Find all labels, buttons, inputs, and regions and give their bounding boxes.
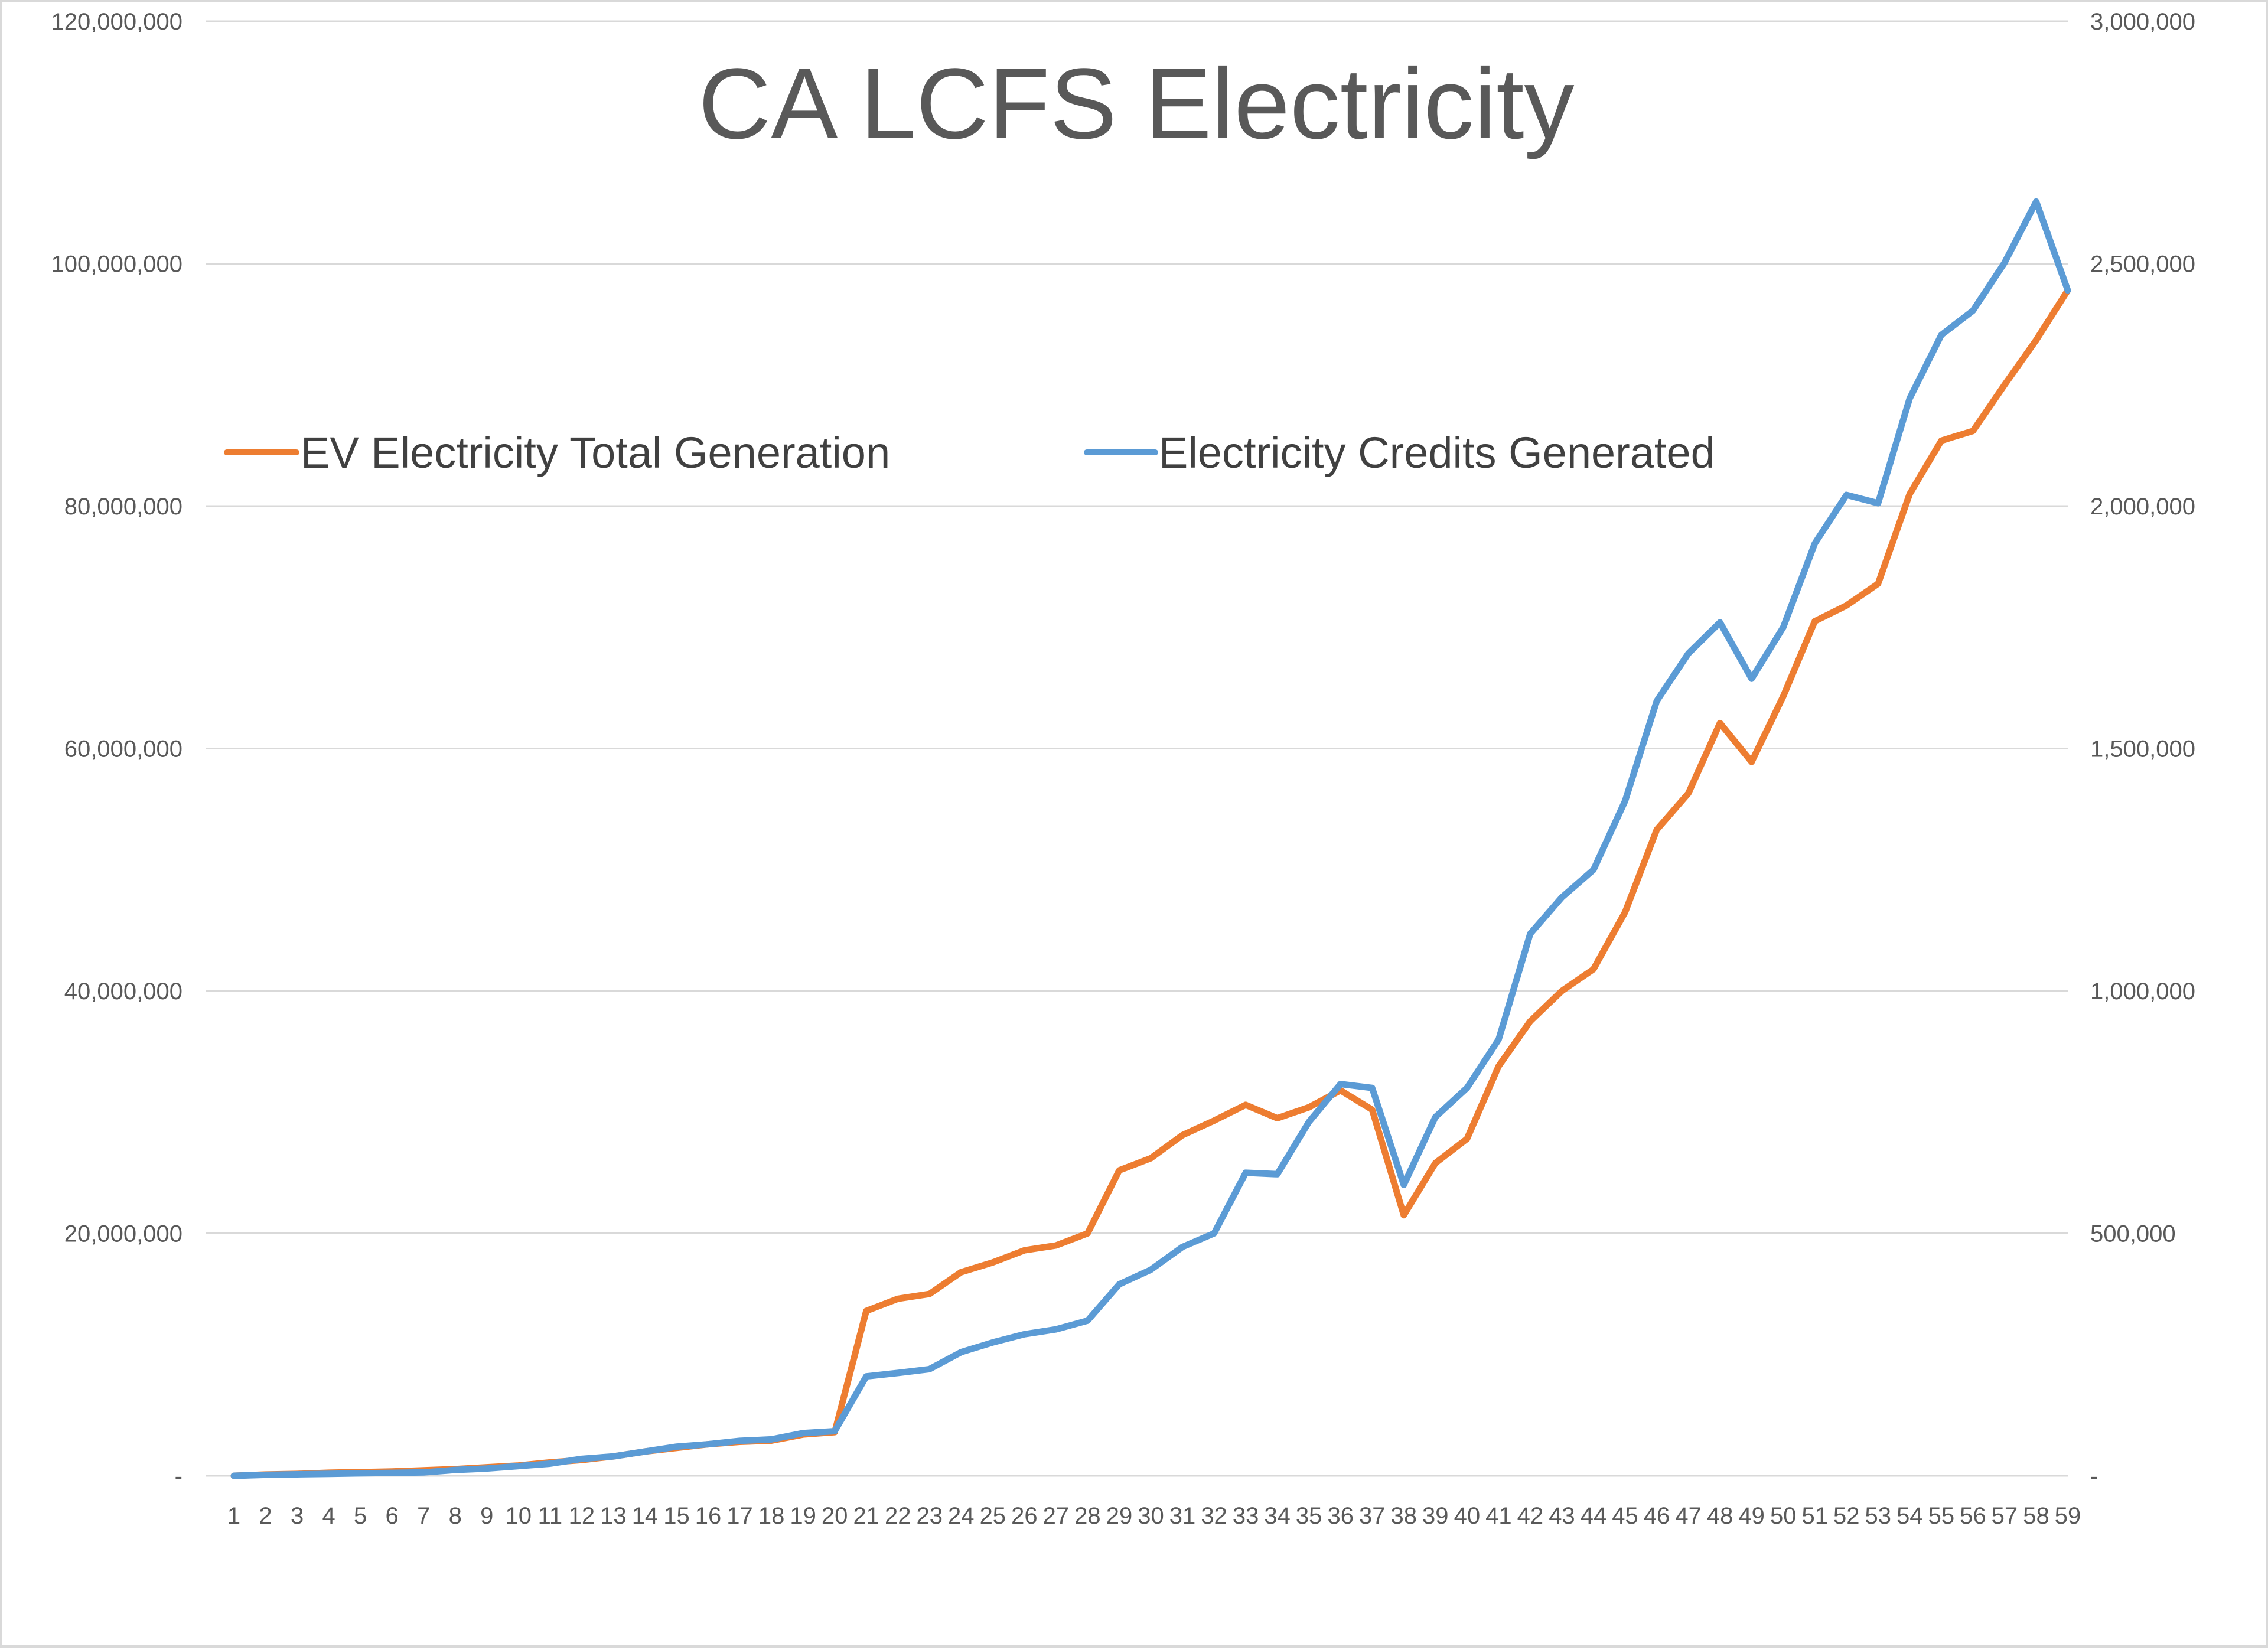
chart-title: CA LCFS Electricity xyxy=(698,48,1574,160)
x-tick-label-52: 52 xyxy=(1833,1503,1860,1529)
x-tick-label-13: 13 xyxy=(600,1503,627,1529)
x-tick-label-22: 22 xyxy=(885,1503,911,1529)
x-tick-label-50: 50 xyxy=(1770,1503,1797,1529)
y2-tick-label-4: 2,000,000 xyxy=(2090,494,2195,520)
x-tick-label-37: 37 xyxy=(1359,1503,1386,1529)
x-tick-label-51: 51 xyxy=(1801,1503,1828,1529)
legend-label-electricity-credits: Electricity Credits Generated xyxy=(1159,428,1715,477)
x-tick-label-49: 49 xyxy=(1738,1503,1765,1529)
x-tick-label-54: 54 xyxy=(1896,1503,1923,1529)
x-tick-label-26: 26 xyxy=(1011,1503,1038,1529)
x-tick-label-46: 46 xyxy=(1644,1503,1670,1529)
x-tick-label-20: 20 xyxy=(822,1503,848,1529)
y-tick-label-3: 60,000,000 xyxy=(64,736,183,762)
x-tick-label-42: 42 xyxy=(1517,1503,1544,1529)
x-tick-label-9: 9 xyxy=(480,1503,493,1529)
y2-tick-label-3: 1,500,000 xyxy=(2090,736,2195,762)
x-tick-label-32: 32 xyxy=(1201,1503,1227,1529)
x-tick-label-36: 36 xyxy=(1327,1503,1354,1529)
y2-tick-label-2: 1,000,000 xyxy=(2090,979,2195,1005)
x-tick-label-27: 27 xyxy=(1043,1503,1070,1529)
x-tick-label-31: 31 xyxy=(1169,1503,1196,1529)
x-tick-label-47: 47 xyxy=(1675,1503,1702,1529)
x-tick-label-43: 43 xyxy=(1549,1503,1575,1529)
legend-label-ev-electricity: EV Electricity Total Generation xyxy=(301,428,890,477)
x-tick-label-48: 48 xyxy=(1707,1503,1733,1529)
x-tick-label-45: 45 xyxy=(1612,1503,1638,1529)
x-tick-label-55: 55 xyxy=(1928,1503,1955,1529)
x-tick-label-4: 4 xyxy=(322,1503,335,1529)
y2-tick-label-0: - xyxy=(2090,1463,2098,1489)
x-tick-label-57: 57 xyxy=(1992,1503,2018,1529)
y-axis-right-ticks: - 500,000 1,000,000 1,500,000 2,000,000 2,500… xyxy=(2090,9,2195,1489)
x-tick-label-35: 35 xyxy=(1296,1503,1322,1529)
y-tick-label-2: 40,000,000 xyxy=(64,979,183,1005)
x-tick-label-2: 2 xyxy=(259,1503,272,1529)
x-tick-label-21: 21 xyxy=(853,1503,879,1529)
x-tick-label-14: 14 xyxy=(632,1503,659,1529)
x-tick-label-12: 12 xyxy=(569,1503,595,1529)
y-tick-label-6: 120,000,000 xyxy=(51,9,183,35)
x-tick-label-11: 11 xyxy=(538,1503,563,1529)
x-tick-label-5: 5 xyxy=(354,1503,367,1529)
y-tick-label-5: 100,000,000 xyxy=(51,252,183,278)
x-tick-label-18: 18 xyxy=(758,1503,785,1529)
x-tick-label-1: 1 xyxy=(227,1503,240,1529)
gridlines xyxy=(206,20,2068,1477)
x-tick-label-3: 3 xyxy=(291,1503,304,1529)
x-tick-label-33: 33 xyxy=(1233,1503,1259,1529)
x-tick-label-19: 19 xyxy=(790,1503,816,1529)
x-tick-label-39: 39 xyxy=(1422,1503,1449,1529)
y-tick-label-0: - xyxy=(175,1463,183,1489)
y2-tick-label-5: 2,500,000 xyxy=(2090,252,2195,278)
x-tick-label-56: 56 xyxy=(1960,1503,1986,1529)
x-tick-label-29: 29 xyxy=(1106,1503,1133,1529)
x-tick-label-28: 28 xyxy=(1074,1503,1101,1529)
x-tick-label-58: 58 xyxy=(2023,1503,2049,1529)
y2-tick-label-1: 500,000 xyxy=(2090,1221,2176,1247)
x-tick-label-16: 16 xyxy=(695,1503,722,1529)
x-tick-label-53: 53 xyxy=(1865,1503,1892,1529)
x-tick-label-30: 30 xyxy=(1138,1503,1164,1529)
x-axis-ticks: 1 2 3 4 5 6 7 8 9 10 11 12 13 14 15 16 17 18 19 20 21 22 23 24 2… xyxy=(227,1503,2081,1529)
x-tick-label-23: 23 xyxy=(917,1503,943,1529)
legend: EV Electricity Total Generation Electric… xyxy=(224,428,1715,477)
x-tick-label-44: 44 xyxy=(1581,1503,1607,1529)
y-tick-label-4: 80,000,000 xyxy=(64,494,183,520)
y-axis-left-ticks: - 20,000,000 40,000,000 60,000,000 80,000,00… xyxy=(51,9,183,1489)
x-tick-label-8: 8 xyxy=(449,1503,462,1529)
x-tick-label-15: 15 xyxy=(663,1503,690,1529)
x-tick-label-10: 10 xyxy=(506,1503,532,1529)
x-tick-label-24: 24 xyxy=(948,1503,975,1529)
series-line-electricity-credits-generated xyxy=(230,198,2071,1479)
x-tick-label-41: 41 xyxy=(1485,1503,1512,1529)
x-tick-label-38: 38 xyxy=(1391,1503,1418,1529)
x-tick-label-25: 25 xyxy=(980,1503,1006,1529)
x-tick-label-59: 59 xyxy=(2055,1503,2081,1529)
x-tick-label-7: 7 xyxy=(417,1503,430,1529)
x-tick-label-6: 6 xyxy=(386,1503,399,1529)
x-tick-label-40: 40 xyxy=(1454,1503,1481,1529)
x-tick-label-34: 34 xyxy=(1264,1503,1291,1529)
series-lines xyxy=(230,198,2071,1479)
y-tick-label-1: 20,000,000 xyxy=(64,1221,183,1247)
y2-tick-label-6: 3,000,000 xyxy=(2090,9,2195,35)
x-tick-label-17: 17 xyxy=(726,1503,753,1529)
